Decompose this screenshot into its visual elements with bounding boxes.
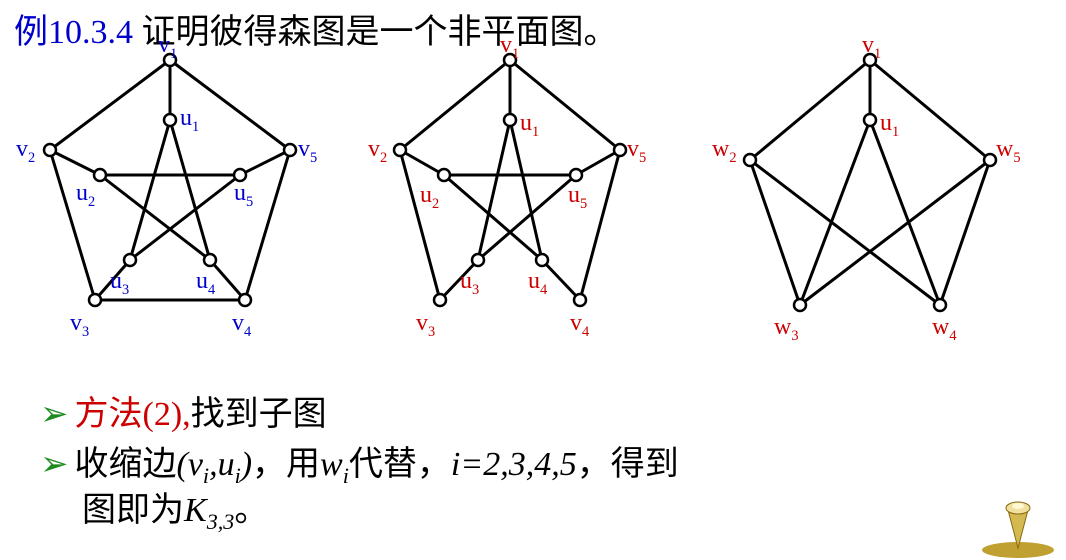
graph-node bbox=[124, 254, 136, 266]
graph-node bbox=[570, 169, 582, 181]
node-label: v2 bbox=[368, 136, 387, 166]
b2-close: ) bbox=[241, 446, 252, 483]
method-label: 方法(2), bbox=[75, 396, 191, 433]
bullet-3: 图即为K3,3。 bbox=[82, 490, 268, 535]
graph-edge bbox=[400, 60, 510, 150]
node-label: u1 bbox=[520, 110, 539, 140]
b2-mid3: ，得到 bbox=[577, 446, 679, 483]
graph-node bbox=[239, 294, 251, 306]
graph-edge bbox=[170, 120, 210, 260]
b2-edge: (v bbox=[177, 446, 203, 483]
graph-node bbox=[284, 144, 296, 156]
graph-node bbox=[864, 114, 876, 126]
graph-node bbox=[744, 154, 756, 166]
b2-comma: ,u bbox=[209, 446, 235, 483]
graph-edge bbox=[50, 60, 170, 150]
b3-k: K bbox=[184, 492, 207, 529]
graph-node bbox=[504, 114, 516, 126]
node-label: u4 bbox=[196, 268, 215, 298]
graph-node bbox=[574, 294, 586, 306]
graph-node bbox=[434, 294, 446, 306]
node-label: v3 bbox=[416, 310, 435, 340]
node-label: v5 bbox=[298, 136, 317, 166]
node-label: v2 bbox=[16, 136, 35, 166]
node-label: w4 bbox=[932, 314, 957, 344]
b3-ksub: 3,3 bbox=[207, 509, 235, 534]
node-label: w2 bbox=[712, 136, 737, 166]
node-label: u2 bbox=[76, 180, 95, 210]
graph-node bbox=[614, 144, 626, 156]
node-label: u5 bbox=[568, 182, 587, 212]
b2-w: w bbox=[320, 446, 343, 483]
graph-edge bbox=[210, 260, 245, 300]
graph-node bbox=[394, 144, 406, 156]
bullet-icon: ➢ bbox=[40, 396, 69, 433]
graph-edge bbox=[130, 120, 170, 260]
node-label: u5 bbox=[234, 180, 253, 210]
node-label: u3 bbox=[460, 268, 479, 298]
graph-edge bbox=[510, 120, 542, 260]
graph-edge bbox=[50, 150, 95, 300]
node-label: u3 bbox=[110, 268, 129, 298]
graph-node bbox=[438, 169, 450, 181]
graph-node bbox=[794, 299, 806, 311]
bullet1-rest: 找到子图 bbox=[191, 396, 327, 433]
b3-end: 。 bbox=[234, 492, 268, 529]
graph-node bbox=[984, 154, 996, 166]
graph-node bbox=[472, 254, 484, 266]
graph-edge bbox=[750, 60, 870, 160]
graph-edge bbox=[400, 150, 440, 300]
node-label: w5 bbox=[996, 136, 1021, 166]
graph-node bbox=[536, 254, 548, 266]
graph-edge bbox=[510, 60, 620, 150]
graphs-svg: v1v2v3v4v5u1u2u3u4u5v1v2v3v4v5u1u2u3u4u5… bbox=[0, 40, 1066, 350]
b2-mid2: 代替， bbox=[349, 446, 451, 483]
graph-node bbox=[204, 254, 216, 266]
node-label: w3 bbox=[774, 314, 799, 344]
graph-edge bbox=[750, 160, 800, 305]
graph-edge bbox=[245, 150, 290, 300]
b2-mid1: ，用 bbox=[252, 446, 320, 483]
graph-edge bbox=[478, 120, 510, 260]
graph-node bbox=[934, 299, 946, 311]
b2-pre: 收缩边 bbox=[75, 446, 177, 483]
graph-edge bbox=[100, 175, 210, 260]
graph-edge bbox=[130, 175, 240, 260]
b3-pre: 图即为 bbox=[82, 492, 184, 529]
node-label: u1 bbox=[180, 105, 199, 135]
b2-i: i=2,3,4,5 bbox=[451, 446, 577, 483]
node-label: v4 bbox=[570, 310, 589, 340]
bullet-icon: ➢ bbox=[40, 446, 69, 483]
node-label: u1 bbox=[880, 110, 899, 140]
graph-node bbox=[89, 294, 101, 306]
bullet-1: ➢方法(2),找到子图 bbox=[40, 394, 327, 437]
node-label: u4 bbox=[528, 268, 547, 298]
graph-edge bbox=[580, 150, 620, 300]
node-label: v4 bbox=[232, 310, 251, 340]
graph-edge bbox=[542, 260, 580, 300]
node-label: v5 bbox=[627, 136, 646, 166]
graph-edge bbox=[940, 160, 990, 305]
lamp-icon bbox=[978, 490, 1058, 560]
graph-node bbox=[44, 144, 56, 156]
graph-node bbox=[164, 114, 176, 126]
node-label: u2 bbox=[420, 182, 439, 212]
node-label: v3 bbox=[70, 310, 89, 340]
bullet-2: ➢收缩边(vi,ui)，用wi代替，i=2,3,4,5，得到 bbox=[40, 444, 679, 489]
graph-node bbox=[94, 169, 106, 181]
